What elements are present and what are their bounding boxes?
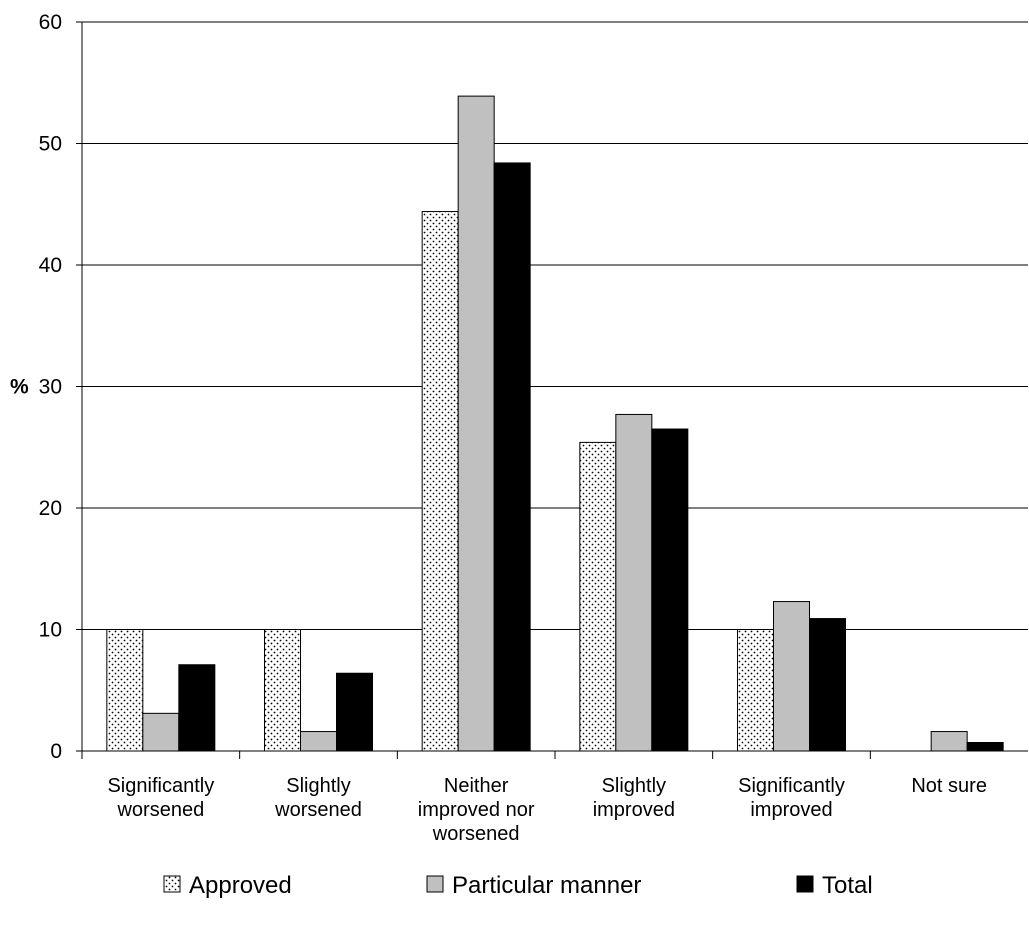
bar (264, 629, 301, 752)
bar (966, 741, 1004, 752)
legend-swatch (426, 875, 444, 893)
legend-label: Total (822, 872, 873, 899)
category-label: Significantly improved (738, 775, 845, 821)
category-label: Not sure (911, 775, 987, 797)
category-label: Neither improved nor worsened (418, 775, 535, 845)
legend-label: Particular manner (452, 872, 641, 899)
bar (493, 162, 531, 752)
gridlines (82, 21, 1028, 630)
category-label-line: Neither (444, 775, 509, 797)
legend: Approved Particular manner Total (163, 872, 873, 899)
bar (651, 428, 689, 752)
y-tick-label: 20 (39, 497, 62, 520)
legend-swatch (796, 875, 814, 893)
category-label-line: improved (750, 799, 832, 821)
category-label-line: Not sure (911, 775, 987, 797)
bar (930, 731, 968, 752)
category-label-line: worsened (274, 799, 362, 821)
bar (615, 413, 653, 752)
category-label-line: Significantly (107, 775, 214, 797)
legend-label: Approved (189, 872, 292, 899)
y-tick-label: 60 (39, 11, 62, 34)
category-label: Slightly improved (593, 775, 675, 821)
category-label-line: Slightly (602, 775, 666, 797)
bar (106, 629, 144, 752)
category-label-line: Slightly (286, 775, 350, 797)
bar (579, 441, 617, 752)
bars (106, 95, 1004, 752)
bar (737, 629, 774, 752)
category-label-line: worsened (116, 799, 204, 821)
bar (773, 601, 810, 752)
bar (421, 211, 459, 752)
bar (336, 672, 373, 752)
y-tick-label: 30 (39, 376, 62, 399)
category-label-line: Significantly (738, 775, 845, 797)
bar (457, 95, 495, 752)
y-tick-label: 0 (50, 740, 62, 763)
category-label-line: improved nor (418, 799, 535, 821)
category-label-line: improved (593, 799, 675, 821)
axes (76, 21, 1028, 759)
bar (142, 712, 180, 752)
category-label: Slightly worsened (274, 775, 362, 821)
y-tick-label: 40 (39, 254, 62, 277)
bar (300, 731, 337, 752)
category-label: Significantly worsened (107, 775, 214, 821)
bar (809, 618, 846, 752)
y-tick-label: 50 (39, 133, 62, 156)
category-label-line: worsened (432, 823, 520, 845)
y-axis-label: % (10, 376, 29, 399)
bar (178, 664, 216, 752)
y-tick-label: 10 (39, 619, 62, 642)
legend-swatch (163, 875, 181, 893)
